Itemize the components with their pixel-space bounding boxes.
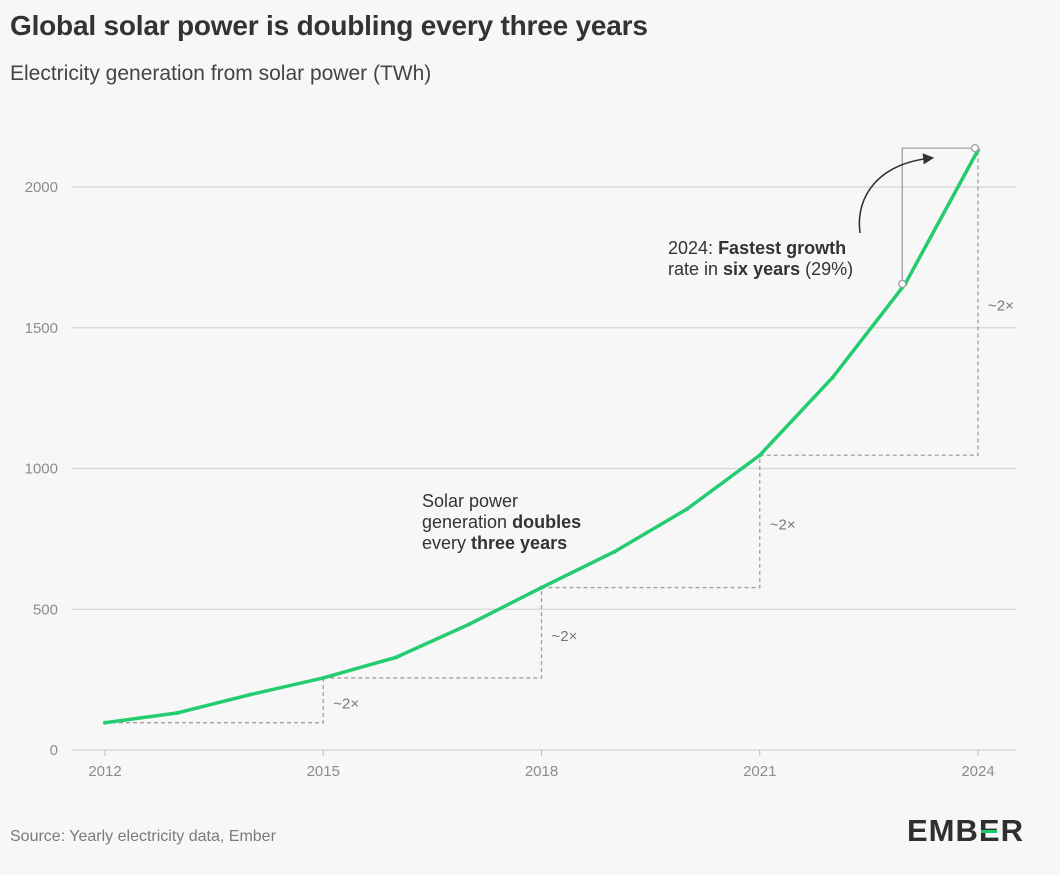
bracket-end-2024 (970, 143, 980, 153)
data-point-2019 (612, 549, 617, 554)
data-point-2016 (394, 655, 398, 660)
doubling-annotation-line3-bold: three years (471, 533, 568, 553)
data-point-2013 (175, 710, 180, 715)
data-point-2015 (321, 675, 326, 680)
data-point-2022 (830, 375, 835, 380)
y-tick-label: 1000 (25, 461, 58, 478)
y-tick-label: 2000 (25, 179, 58, 196)
bracket-end-2023 (898, 279, 907, 288)
data-point-2020 (685, 507, 689, 512)
x-tick-label: 2012 (88, 763, 121, 780)
growth-annotation-text3: (29%) (805, 259, 854, 279)
callout-arrow (858, 153, 935, 234)
doubling-guide (541, 455, 761, 589)
x-tick-label: 2024 (961, 763, 994, 780)
data-point-2012 (103, 720, 107, 725)
growth-annotation: 2024: Fastest growth rate in six years (… (668, 238, 853, 280)
growth-bracket (901, 147, 971, 284)
doubling-multiplier-label: ~2× (333, 695, 359, 712)
x-tick-label: 2015 (307, 763, 340, 780)
x-tick-label: 2021 (743, 763, 776, 780)
growth-annotation-bold1: Fastest growth (718, 238, 847, 258)
data-point-2021 (757, 453, 762, 458)
data-point-2017 (466, 622, 471, 627)
doubling-multiplier-label: ~2× (552, 628, 578, 645)
source-note: Source: Yearly electricity data, Ember (10, 828, 276, 845)
growth-annotation-bold2: six years (723, 259, 801, 279)
x-tick-label: 2018 (525, 763, 558, 780)
data-point-2014 (248, 692, 253, 697)
data-point-2018 (539, 585, 544, 590)
y-tick-label: 0 (50, 742, 58, 759)
y-tick-label: 500 (33, 601, 58, 618)
doubling-annotation-line2-text: generation (422, 512, 508, 532)
doubling-guide (323, 587, 543, 679)
doubling-annotation-line3-text: every (422, 533, 467, 553)
doubling-annotation-line2-bold: doubles (512, 512, 582, 532)
y-tick-label: 1500 (25, 320, 58, 337)
doubling-guide (105, 677, 324, 724)
doubling-multiplier-label: ~2× (770, 516, 796, 533)
ember-logo: EMBER (907, 813, 1024, 848)
chart-title: Global solar power is doubling every thr… (10, 10, 648, 41)
doubling-annotation: Solar power generation doubles every thr… (422, 491, 581, 554)
growth-annotation-text2: rate in (668, 259, 719, 279)
chart-subtitle: Electricity generation from solar power … (10, 62, 432, 85)
doubling-guide (759, 150, 979, 456)
doubling-multiplier-label: ~2× (988, 298, 1014, 315)
doubling-annotation-line1: Solar power (422, 491, 519, 511)
growth-annotation-year: 2024: (668, 238, 714, 258)
